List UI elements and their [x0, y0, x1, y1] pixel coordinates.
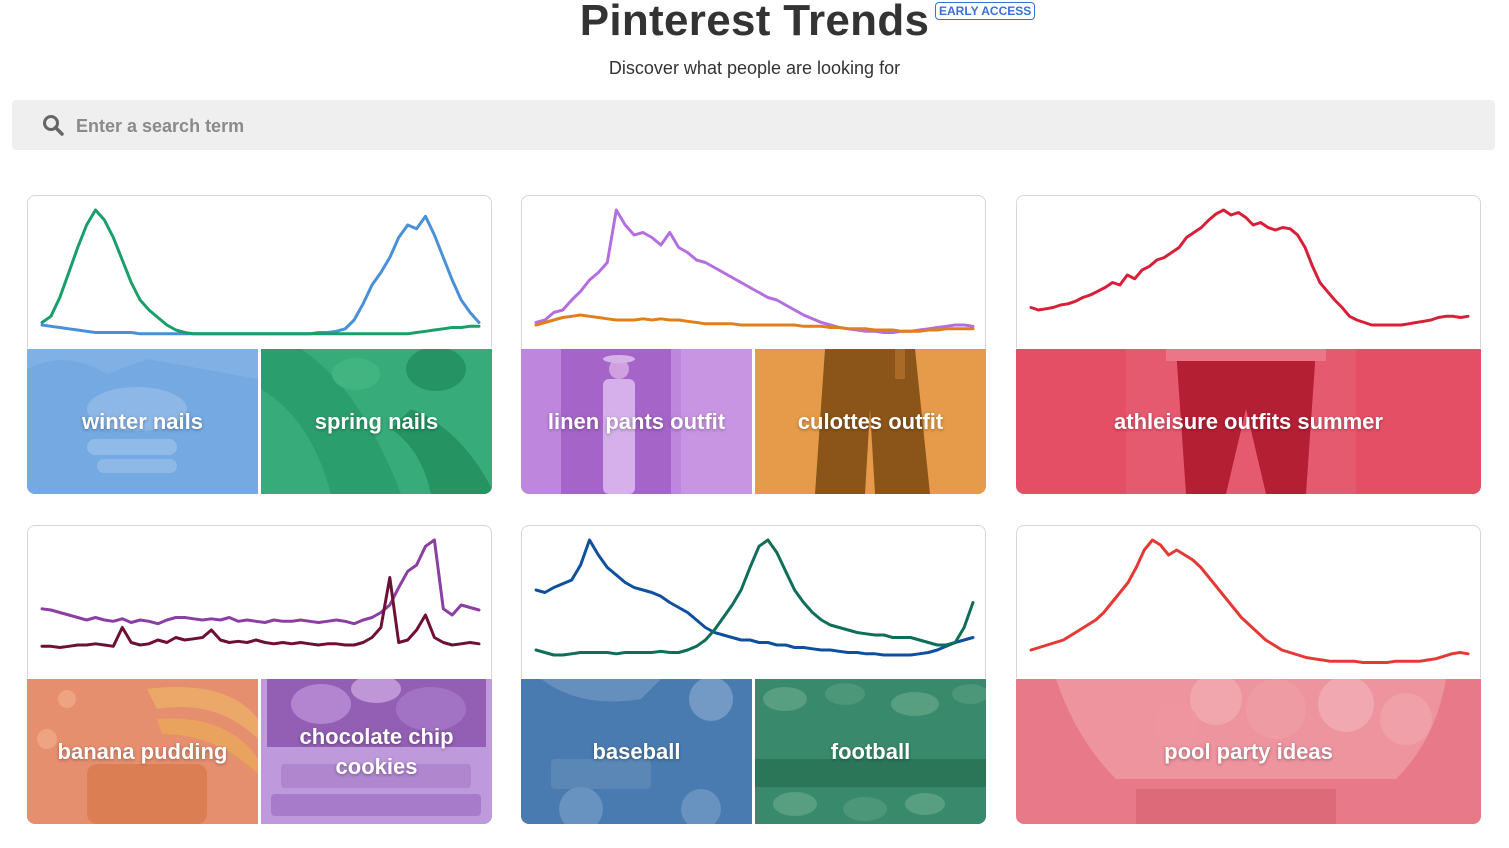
tile-label: spring nails: [314, 408, 439, 434]
trend-series-line-0: [40, 538, 481, 626]
trend-tile[interactable]: banana pudding: [27, 679, 258, 824]
tile-label: athleisure outfits summer: [1114, 408, 1383, 434]
tile-row: athleisure outfits summer: [1016, 349, 1481, 494]
tile-row: baseball football: [521, 679, 986, 824]
tile-overlay: [1016, 349, 1481, 494]
trend-chart: [27, 195, 492, 348]
trend-tile[interactable]: chocolate chip cookies: [261, 679, 492, 824]
tile-overlay: [261, 349, 492, 494]
baseball-grips-image: [521, 679, 752, 824]
tile-overlay: [261, 679, 492, 824]
trend-chart-svg: [1029, 208, 1470, 327]
trend-series-line-1: [40, 576, 481, 649]
trend-card[interactable]: baseball football: [521, 525, 986, 825]
tile-label: baseball: [592, 738, 681, 764]
tile-label: pool party ideas: [1164, 738, 1333, 764]
trend-chart-svg: [534, 538, 975, 657]
tile-row: winter nails spring nails: [27, 349, 492, 494]
trend-chart: [27, 525, 492, 678]
trend-tile[interactable]: spring nails: [261, 349, 492, 494]
search-bar[interactable]: [12, 100, 1495, 150]
trend-chart-svg: [40, 538, 481, 649]
trend-series-line-1: [534, 313, 975, 333]
tile-label: banana pudding: [57, 738, 228, 764]
trend-card[interactable]: athleisure outfits summer: [1016, 195, 1481, 495]
tile-overlay: [521, 679, 752, 824]
trend-card[interactable]: winter nails spring nails: [27, 195, 492, 495]
banana-pudding-image: [27, 679, 258, 824]
trend-tile[interactable]: athleisure outfits summer: [1016, 349, 1481, 494]
page-title: Pinterest Trends: [579, 0, 930, 45]
trend-series-line-0: [40, 214, 481, 336]
trend-series-line-1: [40, 208, 481, 336]
trend-tile[interactable]: baseball: [521, 679, 752, 824]
tile-overlay: [755, 679, 986, 824]
tile-row: pool party ideas: [1016, 679, 1481, 824]
header: Pinterest Trends EARLY ACCESS Discover w…: [0, 0, 1509, 90]
early-access-badge: EARLY ACCESS: [935, 2, 1036, 20]
page-subtitle: Discover what people are looking for: [608, 58, 901, 78]
tile-overlay: [521, 349, 752, 494]
trend-chart: [1016, 525, 1481, 678]
trend-series-line-0: [1029, 208, 1470, 327]
trend-chart: [521, 525, 986, 678]
trend-chart-svg: [1029, 538, 1470, 664]
trend-chart: [521, 195, 986, 348]
linen-outfit-image: [521, 349, 752, 494]
tile-overlay: [755, 349, 986, 494]
trend-chart-svg: [534, 208, 975, 334]
tile-label: winter nails: [81, 408, 204, 434]
green-nails-image: [261, 349, 492, 494]
trend-card[interactable]: linen pants outfit culottes outfit: [521, 195, 986, 495]
trend-chart-svg: [40, 208, 481, 336]
trend-tile[interactable]: pool party ideas: [1016, 679, 1481, 824]
culottes-image: [755, 349, 986, 494]
trend-chart: [1016, 195, 1481, 348]
tile-label: linen pants outfit: [547, 408, 726, 434]
trend-tile[interactable]: football: [755, 679, 986, 824]
trend-series-line-0: [1029, 538, 1470, 664]
tile-overlay: [27, 679, 258, 824]
trend-tile[interactable]: winter nails: [27, 349, 258, 494]
cookies-image: [261, 679, 492, 824]
athleisure-image: [1016, 349, 1481, 494]
search-icon[interactable]: [42, 114, 64, 136]
trend-card[interactable]: banana pudding chocolate chip cookies: [27, 525, 492, 825]
trend-tile[interactable]: culottes outfit: [755, 349, 986, 494]
tile-label: chocolate chip cookies: [299, 723, 454, 779]
football-chow-image: [755, 679, 986, 824]
trend-series-line-0: [534, 538, 975, 657]
search-input[interactable]: [74, 108, 1478, 144]
tile-label: culottes outfit: [797, 408, 944, 434]
tile-row: banana pudding chocolate chip cookies: [27, 679, 492, 824]
tile-label: football: [830, 738, 911, 764]
tile-overlay: [27, 349, 258, 494]
trend-tile[interactable]: linen pants outfit: [521, 349, 752, 494]
tile-row: linen pants outfit culottes outfit: [521, 349, 986, 494]
trend-series-line-0: [534, 208, 975, 334]
pool-party-image: [1016, 679, 1481, 824]
tile-overlay: [1016, 679, 1481, 824]
trend-card[interactable]: pool party ideas: [1016, 525, 1481, 825]
trend-series-line-1: [534, 538, 975, 657]
